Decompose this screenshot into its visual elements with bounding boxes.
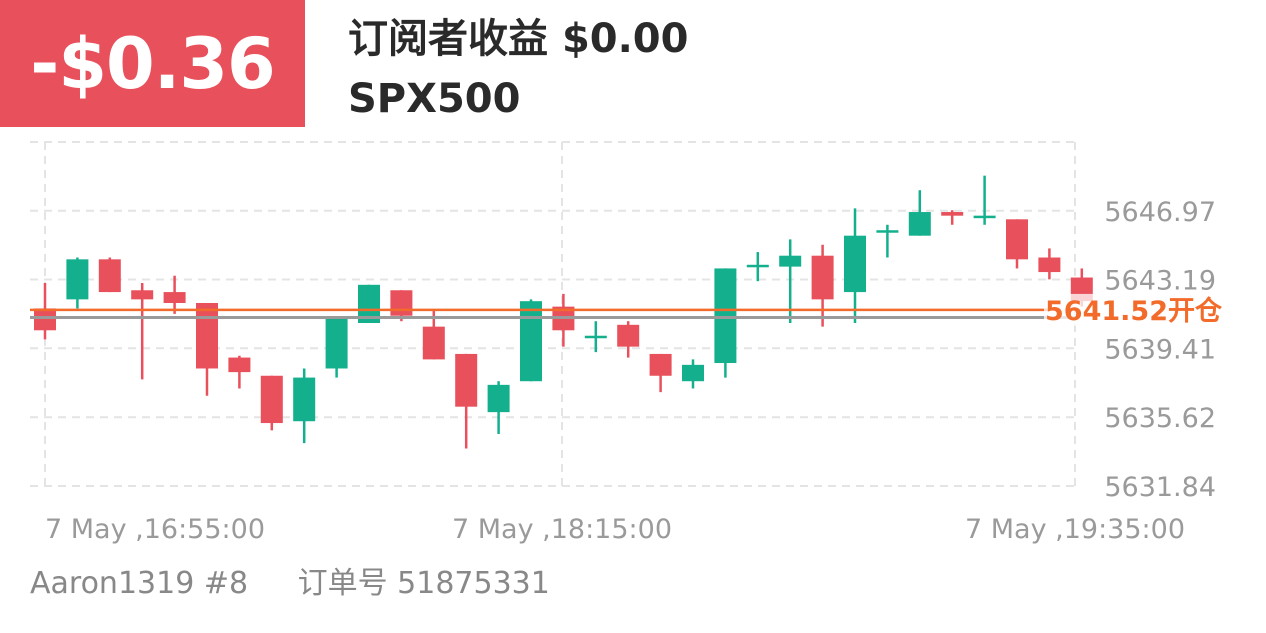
subscriber-earnings-value: $0.00: [561, 16, 689, 62]
candle-body: [1006, 219, 1028, 260]
symbol-title: SPX500: [348, 76, 521, 122]
candle: [325, 317, 348, 378]
candle: [973, 175, 996, 225]
candle: [746, 252, 769, 282]
order-label: 订单号: [297, 566, 388, 601]
axis-labels: 5646.97 5643.19 5639.41 5635.62 5631.84 7 May…: [45, 197, 1216, 545]
candle: [163, 275, 186, 314]
x-tick-label: 7 May ,16:55:00: [45, 514, 265, 545]
candle: [552, 293, 575, 347]
candle-body: [98, 259, 121, 293]
candle: [649, 353, 672, 393]
candle: [584, 321, 607, 353]
y-tick-label: 5646.97: [1104, 197, 1216, 228]
candle: [131, 282, 154, 380]
candle-body: [876, 230, 899, 233]
pnl-badge: -$0.36: [0, 0, 305, 127]
candle-body: [293, 377, 316, 422]
candle-body: [358, 284, 380, 324]
candle: [941, 210, 964, 225]
candle-body: [260, 375, 283, 424]
candle-body: [908, 212, 931, 236]
candle-body: [649, 353, 672, 376]
open-price-label-bg: [1044, 293, 1222, 326]
open-price-label: 5641.52开仓: [1045, 296, 1223, 327]
candle-body: [714, 268, 737, 364]
candle-body: [228, 357, 251, 373]
subscriber-earnings: 订阅者收益 $0.00: [348, 14, 688, 64]
candle: [66, 257, 89, 309]
candle: [34, 282, 56, 340]
candle-body: [844, 235, 866, 293]
candle-body: [196, 302, 218, 369]
candle-body: [325, 317, 348, 369]
footer: Aaron1319 #8 订单号 51875331: [30, 562, 550, 606]
candle-body: [1038, 257, 1061, 273]
candle: [1006, 219, 1028, 269]
pnl-value: -$0.36: [30, 22, 275, 105]
candle: [908, 190, 931, 236]
candle-body: [66, 259, 89, 300]
candle-body: [973, 215, 996, 219]
candle-body: [390, 290, 413, 316]
y-tick-label: 5631.84: [1104, 472, 1216, 503]
candle-body: [131, 290, 154, 300]
candle: [260, 375, 283, 431]
order-number: 订单号 51875331: [298, 566, 550, 601]
price-lines: 5641.52开仓: [30, 293, 1223, 327]
candle-body: [487, 384, 510, 413]
candle-body: [584, 335, 607, 339]
y-tick-label: 5635.62: [1104, 403, 1216, 434]
y-tick-label: 5643.19: [1104, 266, 1216, 297]
candle-body: [455, 353, 478, 407]
candle: [228, 355, 251, 389]
candle: [811, 244, 834, 327]
x-tick-label: 7 May ,18:15:00: [452, 514, 672, 545]
candle: [98, 257, 121, 293]
candle: [520, 299, 542, 382]
candle-body: [811, 255, 834, 300]
candle: [714, 268, 737, 378]
candle: [617, 321, 640, 358]
order-value: 51875331: [397, 566, 550, 601]
candles: [34, 175, 1093, 449]
candle-body: [520, 301, 542, 382]
subscriber-earnings-label: 订阅者收益: [348, 16, 548, 62]
candle: [293, 368, 316, 444]
x-tick-label: 7 May ,19:35:00: [965, 514, 1185, 545]
account-label: Aaron1319 #8: [30, 566, 249, 601]
candle-body: [941, 212, 964, 216]
candle: [876, 224, 899, 258]
candle: [487, 381, 510, 434]
candle: [455, 353, 478, 449]
candle-body: [163, 292, 186, 303]
candlestick-chart: 5641.52开仓 5646.975643.195639.415635.6256…: [30, 141, 1223, 545]
candle-body: [617, 324, 640, 347]
candle-body: [682, 364, 704, 382]
candle-body: [422, 326, 445, 360]
candle-body: [746, 264, 769, 268]
candle: [682, 359, 704, 389]
candle: [1038, 248, 1061, 280]
candle-body: [34, 308, 56, 331]
y-tick-label: 5639.41: [1104, 334, 1216, 365]
candle-body: [779, 255, 802, 267]
candle: [844, 208, 866, 324]
